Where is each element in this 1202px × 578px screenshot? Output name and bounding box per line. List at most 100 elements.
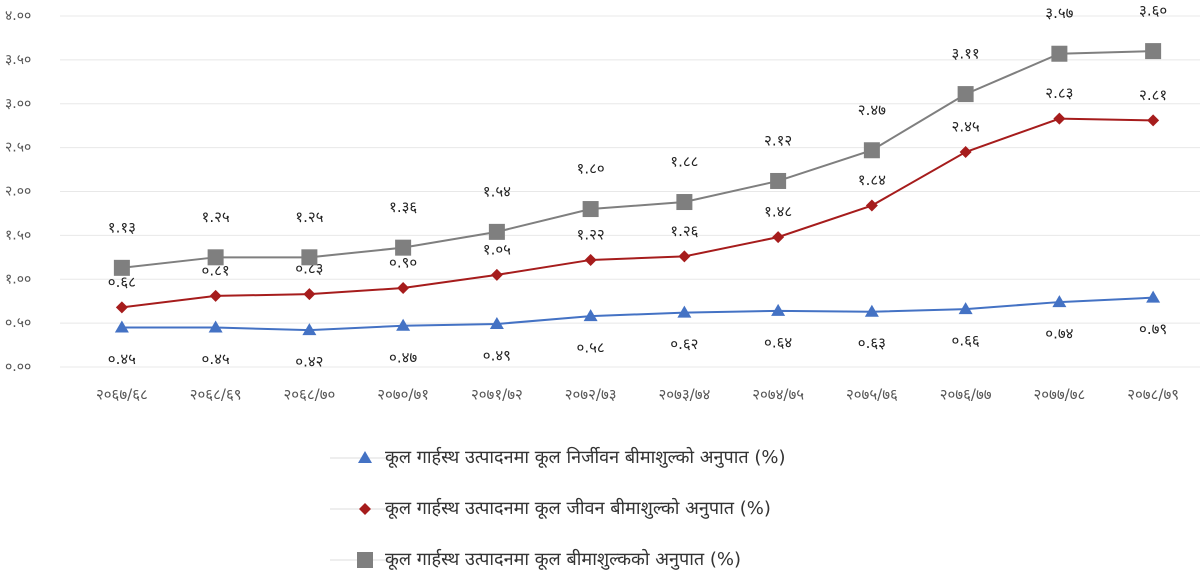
data-label: ०.६६ bbox=[952, 332, 980, 350]
point bbox=[209, 289, 222, 302]
data-label: ३.५७ bbox=[1045, 4, 1073, 22]
point bbox=[113, 259, 130, 276]
data-label: ०.७९ bbox=[1139, 320, 1167, 338]
series-line bbox=[121, 50, 1154, 269]
y-tick-label: २.०० bbox=[5, 184, 31, 200]
point bbox=[582, 201, 599, 218]
data-label: १.३६ bbox=[389, 198, 417, 216]
data-label: १.८८ bbox=[670, 153, 698, 171]
data-label: ३.११ bbox=[952, 45, 980, 63]
point bbox=[863, 142, 880, 159]
x-tick-label: २०६७/६८ bbox=[96, 386, 148, 404]
point bbox=[865, 199, 878, 212]
data-label: १.८४ bbox=[858, 171, 886, 189]
point bbox=[489, 317, 504, 330]
legend-label: कूल गार्हस्थ उत्पादनमा कूल बीमाशुल्कको अ… bbox=[385, 548, 741, 570]
point bbox=[207, 249, 224, 266]
point bbox=[302, 323, 317, 336]
data-label: २.४७ bbox=[858, 101, 886, 119]
point bbox=[1146, 290, 1161, 303]
point bbox=[115, 301, 128, 314]
data-label: २.१२ bbox=[764, 131, 792, 149]
data-label: १.५४ bbox=[483, 182, 511, 200]
point bbox=[1052, 295, 1067, 308]
legend-marker bbox=[359, 503, 371, 515]
x-tick-label: २०७८/७९ bbox=[1127, 386, 1179, 404]
data-label: १.८० bbox=[577, 160, 605, 178]
x-tick-label: २०७१/७२ bbox=[471, 386, 523, 404]
data-label: ०.४९ bbox=[483, 347, 511, 365]
point bbox=[396, 318, 411, 331]
point bbox=[678, 250, 691, 263]
point bbox=[1051, 45, 1068, 62]
legend-marker bbox=[357, 552, 373, 568]
y-tick-label: ०.५० bbox=[5, 315, 31, 331]
data-label: २.४५ bbox=[952, 118, 980, 136]
point bbox=[114, 320, 129, 333]
point bbox=[1053, 112, 1066, 125]
data-label: १.०५ bbox=[483, 240, 511, 258]
data-label: ०.६४ bbox=[764, 333, 792, 351]
point bbox=[772, 231, 785, 244]
data-label: १.२२ bbox=[577, 225, 605, 243]
point bbox=[397, 282, 410, 295]
x-tick-label: २०७२/७३ bbox=[565, 386, 617, 404]
point bbox=[771, 303, 786, 316]
data-label: १.४८ bbox=[764, 203, 792, 221]
data-label: ०.४५ bbox=[108, 350, 136, 368]
y-tick-label: १.०० bbox=[5, 271, 31, 287]
data-label: १.१३ bbox=[108, 218, 136, 236]
x-tick-label: २०६८/७० bbox=[283, 386, 335, 404]
y-tick-label: ३.०० bbox=[5, 96, 31, 112]
x-tick-label: २०७०/७१ bbox=[377, 386, 429, 404]
data-label: ०.६८ bbox=[108, 273, 136, 291]
data-label: ३.६० bbox=[1139, 2, 1167, 20]
data-label: ०.५८ bbox=[577, 339, 605, 357]
data-label: २.८३ bbox=[1045, 84, 1073, 102]
legend-label: कूल गार्हस्थ उत्पादनमा कूल निर्जीवन बीमा… bbox=[385, 446, 786, 468]
point bbox=[488, 223, 505, 240]
x-tick-label: २०७६/७७ bbox=[940, 386, 992, 404]
point bbox=[864, 304, 879, 317]
point bbox=[770, 172, 787, 189]
point bbox=[208, 320, 223, 333]
x-tick-label: २०७४/७५ bbox=[752, 386, 804, 404]
point bbox=[959, 146, 972, 159]
data-label: ०.७४ bbox=[1045, 325, 1073, 343]
point bbox=[395, 239, 412, 256]
point bbox=[957, 86, 974, 103]
y-tick-label: ०.०० bbox=[5, 359, 31, 375]
series-line bbox=[121, 296, 1154, 332]
x-tick-label: २०७३/७४ bbox=[658, 386, 710, 404]
point bbox=[584, 253, 597, 266]
data-label: ०.४७ bbox=[389, 348, 417, 366]
data-label: ०.४२ bbox=[295, 353, 323, 371]
point bbox=[677, 305, 692, 318]
point bbox=[301, 249, 318, 266]
point bbox=[1145, 43, 1162, 60]
legend-label: कूल गार्हस्थ उत्पादनमा कूल जीवन बीमाशुल्… bbox=[385, 497, 771, 519]
data-label: २.८१ bbox=[1139, 86, 1167, 104]
data-label: ०.४५ bbox=[202, 350, 230, 368]
point bbox=[958, 302, 973, 315]
y-tick-label: ४.०० bbox=[5, 8, 31, 24]
data-label: १.२५ bbox=[295, 208, 323, 226]
x-tick-label: २०६८/६९ bbox=[190, 386, 242, 404]
data-label: ०.६३ bbox=[858, 334, 886, 352]
data-label: ०.८१ bbox=[202, 261, 230, 279]
y-tick-label: ३.५० bbox=[5, 52, 31, 68]
y-tick-label: २.५० bbox=[5, 140, 31, 156]
point bbox=[676, 194, 693, 211]
point bbox=[583, 309, 598, 322]
x-tick-label: २०७७/७८ bbox=[1033, 386, 1085, 404]
data-label: ०.६२ bbox=[670, 335, 698, 353]
x-tick-label: २०७५/७६ bbox=[846, 386, 898, 404]
data-label: १.२६ bbox=[670, 222, 698, 240]
point bbox=[1147, 114, 1160, 127]
data-label: १.२५ bbox=[202, 208, 230, 226]
series-line bbox=[121, 117, 1154, 309]
data-label: ०.९० bbox=[389, 254, 417, 272]
legend-marker bbox=[358, 451, 372, 463]
y-tick-label: १.५० bbox=[5, 227, 31, 243]
